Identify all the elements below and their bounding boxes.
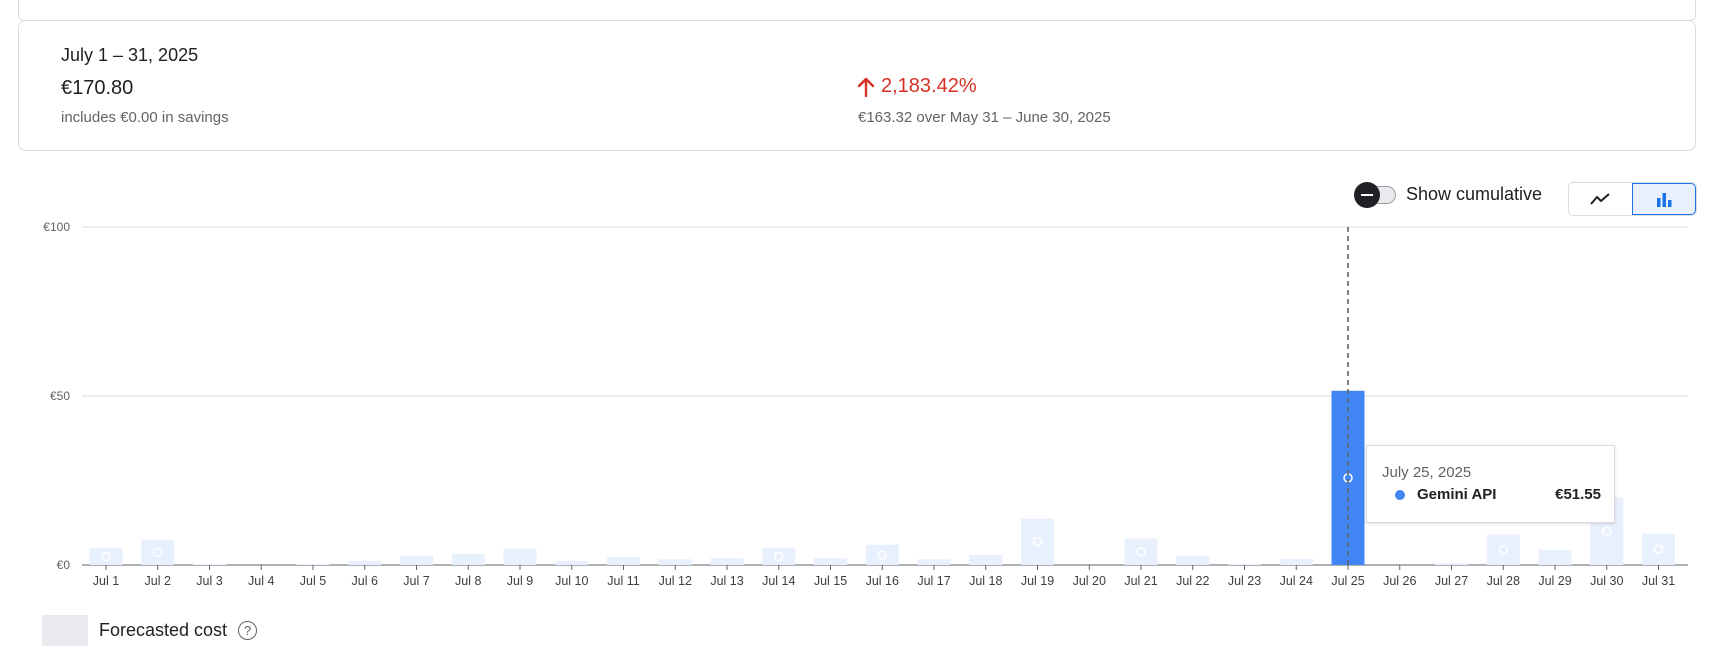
x-tick-label: Jul 11: [607, 574, 639, 588]
cumulative-toggle[interactable]: Show cumulative: [1354, 181, 1543, 208]
x-tick-label: Jul 1: [93, 574, 119, 588]
x-tick-label: Jul 30: [1590, 574, 1623, 588]
x-tick-label: Jul 10: [555, 574, 588, 588]
chart-view-switch: [1568, 182, 1697, 216]
forecast-marker: [1602, 526, 1612, 536]
forecast-marker: [1032, 537, 1043, 547]
x-tick-label: Jul 6: [352, 574, 378, 588]
forecast-bar: [1279, 558, 1313, 565]
forecast-bar: [710, 558, 744, 565]
x-tick-label: Jul 24: [1280, 574, 1313, 588]
series-color-dot: [1395, 489, 1405, 500]
savings-note: includes €0.00 in savings: [61, 109, 229, 126]
forecast-marker: [153, 547, 163, 558]
forecast-marker: [101, 551, 111, 562]
x-tick-label: Jul 3: [196, 574, 222, 588]
x-tick-label: Jul 13: [710, 574, 743, 588]
forecast-swatch: [42, 615, 88, 646]
forecast-bar: [607, 557, 640, 565]
forecast-marker: [877, 550, 887, 560]
forecast-bar: [1176, 555, 1210, 565]
forecast-bar: [1021, 518, 1054, 565]
x-tick-label: Jul 12: [659, 574, 692, 588]
x-tick-label: Jul 2: [145, 574, 171, 588]
change-percent: 2,183.42%: [881, 75, 977, 97]
help-icon[interactable]: ?: [238, 621, 258, 640]
x-tick-label: Jul 21: [1124, 574, 1157, 588]
toggle-track[interactable]: [1354, 181, 1396, 208]
forecast-bar: [814, 558, 847, 565]
total-cost: €170.80: [61, 77, 134, 99]
cumulative-label: Show cumulative: [1406, 184, 1543, 204]
x-tick-label: Jul 22: [1176, 574, 1209, 588]
forecast-bar: [400, 555, 433, 565]
forecast-bar: [917, 559, 951, 565]
forecast-bar: [1435, 563, 1468, 565]
forecast-bar: [503, 548, 537, 565]
forecast-bar: [1642, 533, 1675, 565]
x-tick-label: Jul 29: [1538, 574, 1571, 588]
y-tick-label: €50: [50, 389, 70, 403]
chart-tooltip: July 25, 2025 Gemini API €51.55: [1366, 445, 1615, 523]
forecast-marker: [1653, 544, 1664, 555]
forecast-bar: [1538, 549, 1572, 565]
previous-card-edge: [18, 0, 1696, 21]
forecast-bar: [865, 544, 899, 565]
arrow-up-icon: [857, 77, 875, 97]
tooltip-value: €51.55: [1555, 486, 1601, 503]
forecast-marker: [774, 551, 784, 562]
cost-summary-card: July 1 – 31, 2025 €170.80 includes €0.00…: [18, 20, 1696, 151]
x-tick-label: Jul 4: [248, 574, 274, 588]
x-tick-label: Jul 8: [455, 574, 481, 588]
x-tick-label: Jul 16: [866, 574, 899, 588]
bar-view-button[interactable]: [1631, 183, 1696, 215]
cost-change: 2,183.42%: [857, 75, 977, 98]
forecast-marker: [1498, 545, 1508, 555]
forecast-bar: [969, 554, 1003, 565]
x-tick-label: Jul 28: [1487, 574, 1520, 588]
x-tick-label: Jul 5: [300, 574, 326, 588]
comparison-note: €163.32 over May 31 – June 30, 2025: [858, 109, 1111, 126]
x-tick-label: Jul 15: [814, 574, 847, 588]
forecast-bar: [451, 553, 485, 565]
forecast-bar: [89, 548, 123, 565]
x-tick-label: Jul 26: [1383, 574, 1416, 588]
y-tick-label: €0: [57, 558, 71, 572]
forecast-marker: [1136, 547, 1146, 557]
y-tick-label: €100: [43, 220, 70, 234]
x-tick-label: Jul 20: [1073, 574, 1106, 588]
tooltip-date: July 25, 2025: [1382, 464, 1472, 481]
line-view-button[interactable]: [1569, 183, 1632, 215]
forecast-bar: [193, 563, 226, 565]
x-tick-label: Jul 25: [1331, 574, 1364, 588]
forecast-bar: [658, 559, 692, 565]
forecast-bar: [762, 548, 796, 565]
forecast-bar: [1228, 563, 1261, 565]
forecast-bar: [555, 560, 589, 565]
tooltip-series: Gemini API: [1417, 486, 1497, 503]
x-tick-label: Jul 19: [1021, 574, 1054, 588]
period-label: July 1 – 31, 2025: [61, 45, 199, 65]
x-tick-label: Jul 7: [403, 574, 429, 588]
toggle-knob[interactable]: [1354, 181, 1380, 208]
x-tick-label: Jul 27: [1435, 574, 1468, 588]
x-tick-label: Jul 23: [1228, 574, 1261, 588]
x-tick-label: Jul 18: [969, 574, 1002, 588]
tooltip-row: Gemini API €51.55: [1395, 486, 1601, 503]
x-tick-label: Jul 9: [507, 574, 533, 588]
x-tick-label: Jul 14: [762, 574, 795, 588]
forecast-bar: [1486, 534, 1520, 565]
forecast-bar: [348, 560, 382, 565]
daily-cost-chart: €0 €50 €100 Jul 1 Jul 2 Jul 3 Jul 4 Jul 5 Jul 6 J…: [43, 220, 1688, 588]
line-chart-icon: [1590, 193, 1610, 205]
forecast-legend-label: Forecasted cost: [99, 620, 228, 640]
x-tick-label: Jul 31: [1642, 574, 1675, 588]
chart-legend: Forecasted cost ?: [42, 615, 258, 646]
forecast-bar: [1124, 538, 1158, 565]
bar-chart-icon: [1656, 193, 1672, 207]
forecast-bar: [141, 539, 175, 565]
x-tick-label: Jul 17: [917, 574, 950, 588]
forecast-bar: [296, 563, 330, 565]
